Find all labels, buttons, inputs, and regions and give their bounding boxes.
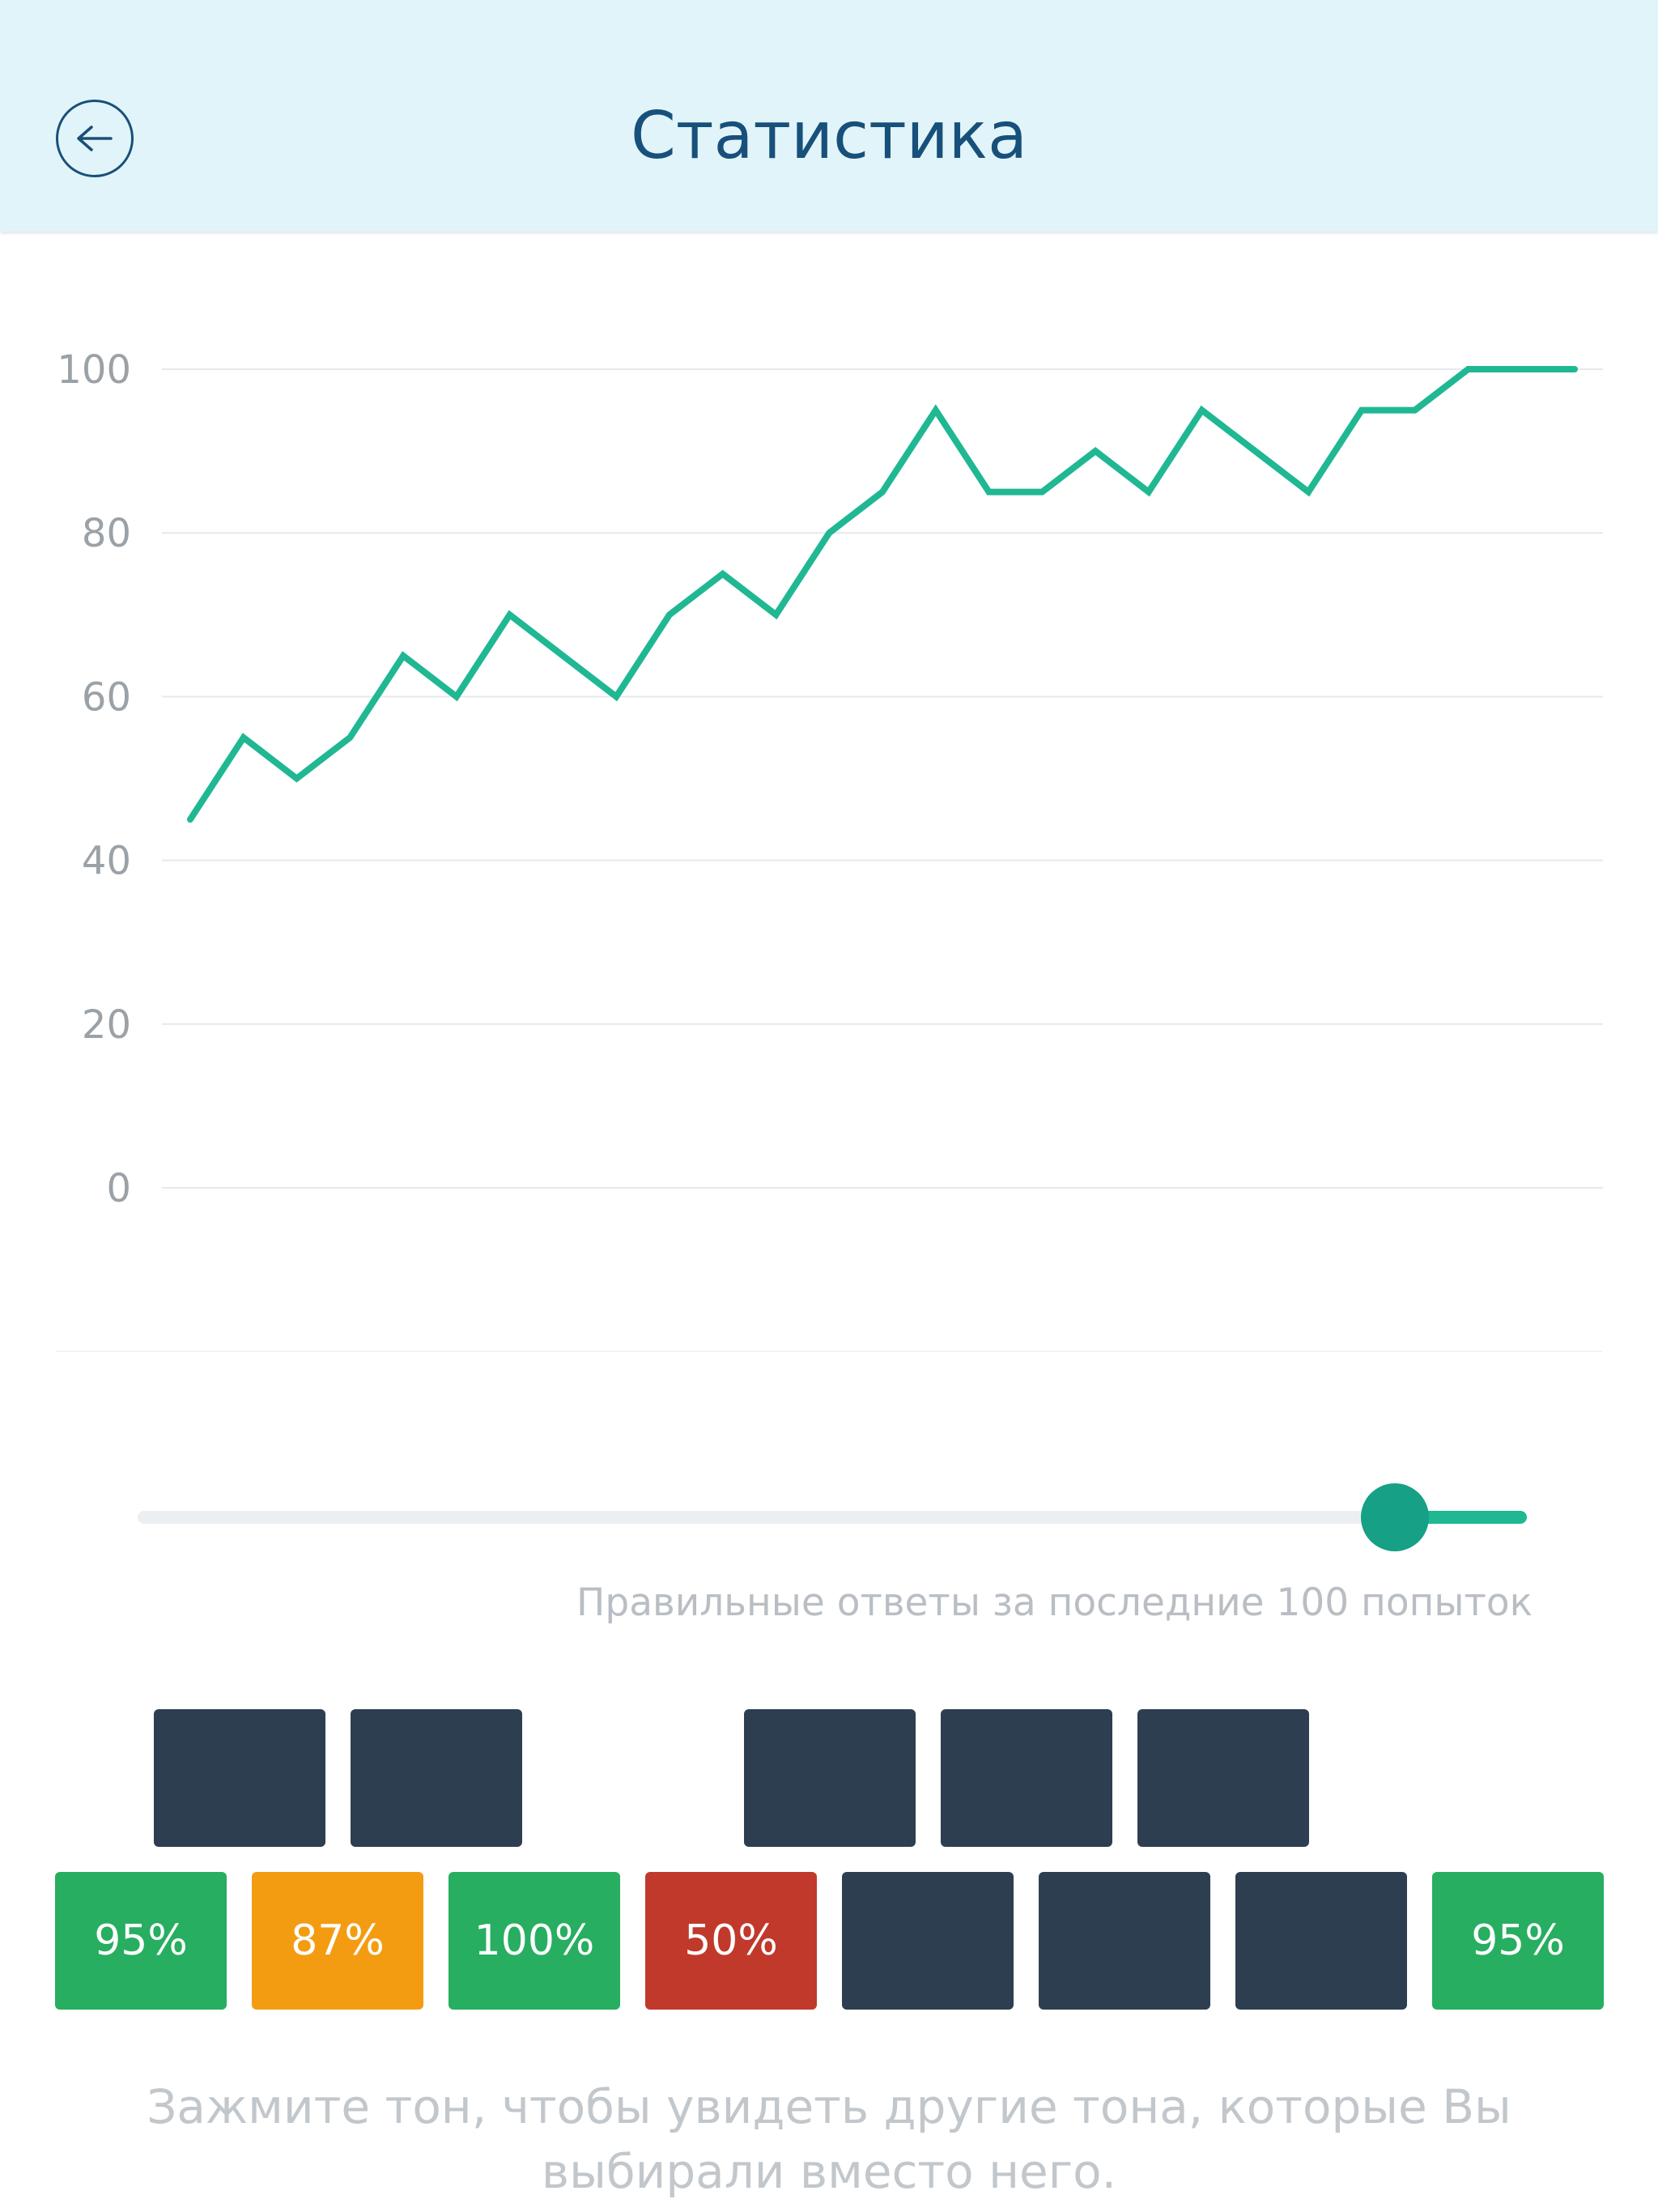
tone-tile[interactable] bbox=[744, 1709, 916, 1847]
slider-thumb[interactable] bbox=[1360, 1483, 1429, 1551]
tone-tile[interactable] bbox=[941, 1709, 1112, 1847]
series-line bbox=[187, 366, 1578, 823]
slider-track bbox=[138, 1511, 1527, 1524]
hint-text: Зажмите тон, чтобы увидеть другие тона, … bbox=[147, 2079, 1511, 2199]
tone-tile[interactable]: 100% bbox=[449, 1872, 620, 2010]
history-range-slider[interactable] bbox=[138, 1482, 1527, 1551]
header-bar: Статистика bbox=[0, 0, 1658, 232]
tone-tile[interactable] bbox=[154, 1709, 325, 1847]
accuracy-line-chart: 100 80 60 40 20 0 bbox=[57, 347, 1603, 1211]
tone-tile[interactable]: 87% bbox=[252, 1872, 423, 2010]
back-button[interactable] bbox=[56, 100, 134, 177]
y-tick-label: 40 bbox=[82, 839, 131, 884]
tone-tile[interactable] bbox=[842, 1872, 1014, 2010]
slider-caption: Правильные ответы за последние 100 попыт… bbox=[576, 1580, 1533, 1625]
y-tick-label: 0 bbox=[106, 1166, 131, 1211]
tone-tile[interactable] bbox=[1039, 1872, 1210, 2010]
tone-tile[interactable]: 50% bbox=[645, 1872, 817, 2010]
tone-tile[interactable] bbox=[1137, 1709, 1309, 1847]
y-tick-label: 100 bbox=[57, 347, 131, 393]
tone-tile[interactable]: 95% bbox=[1432, 1872, 1604, 2010]
tone-tile[interactable] bbox=[1235, 1872, 1407, 2010]
y-tick-label: 60 bbox=[82, 674, 131, 720]
page-title: Статистика bbox=[631, 98, 1027, 173]
chart-divider bbox=[56, 1351, 1602, 1352]
y-tick-label: 80 bbox=[82, 511, 131, 556]
tone-tile[interactable] bbox=[351, 1709, 522, 1847]
y-tick-label: 20 bbox=[82, 1002, 131, 1048]
arrow-left-icon bbox=[77, 125, 113, 151]
tone-tile[interactable]: 95% bbox=[55, 1872, 227, 2010]
